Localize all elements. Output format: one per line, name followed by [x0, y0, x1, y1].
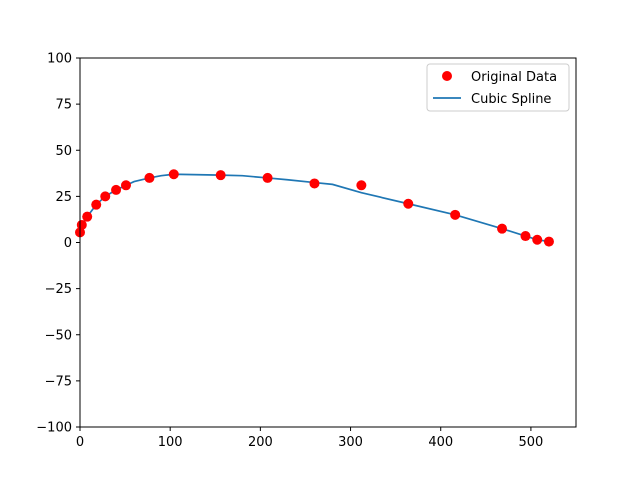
y-tick-label: −50: [45, 328, 72, 343]
data-point-11: [309, 178, 320, 189]
data-point-18: [543, 236, 554, 247]
data-point-9: [215, 170, 226, 181]
data-point-5: [111, 184, 122, 195]
y-tick-label: 75: [55, 98, 72, 113]
data-point-14: [450, 209, 461, 220]
legend-marker-original-data: [442, 71, 452, 81]
x-tick-label: 400: [428, 435, 453, 450]
y-tick-label: −100: [36, 421, 72, 436]
y-tick-label: 0: [64, 236, 72, 251]
data-point-10: [262, 172, 273, 183]
data-point-15: [497, 223, 508, 234]
data-point-3: [91, 199, 102, 210]
x-tick-label: 300: [338, 435, 363, 450]
y-tick-label: −25: [45, 282, 72, 297]
x-tick-label: 500: [518, 435, 543, 450]
y-tick-label: 25: [55, 190, 72, 205]
data-point-8: [168, 169, 179, 180]
legend-label-cubic-spline: Cubic Spline: [471, 92, 551, 107]
x-tick-label: 100: [158, 435, 183, 450]
data-point-2: [82, 211, 93, 222]
x-tick-label: 0: [76, 435, 84, 450]
data-point-6: [120, 180, 131, 191]
data-point-7: [144, 172, 155, 183]
data-point-1: [76, 219, 87, 230]
y-tick-label: −75: [45, 374, 72, 389]
x-tick-label: 200: [248, 435, 273, 450]
legend-box: [426, 63, 570, 112]
data-point-12: [356, 180, 367, 191]
axes: 0 100 200 300 400 500 −100 −75 −50 −25 0 25 50 75 100: [36, 52, 577, 450]
legend: Original Data Cubic Spline: [426, 63, 570, 112]
legend-label-original-data: Original Data: [471, 70, 557, 85]
data-point-4: [100, 191, 111, 202]
data-point-13: [403, 198, 414, 209]
data-point-17: [532, 234, 543, 245]
y-tick-label: 50: [55, 144, 72, 159]
data-point-16: [520, 231, 531, 242]
plot-area: [75, 169, 554, 247]
y-tick-label: 100: [47, 52, 72, 67]
